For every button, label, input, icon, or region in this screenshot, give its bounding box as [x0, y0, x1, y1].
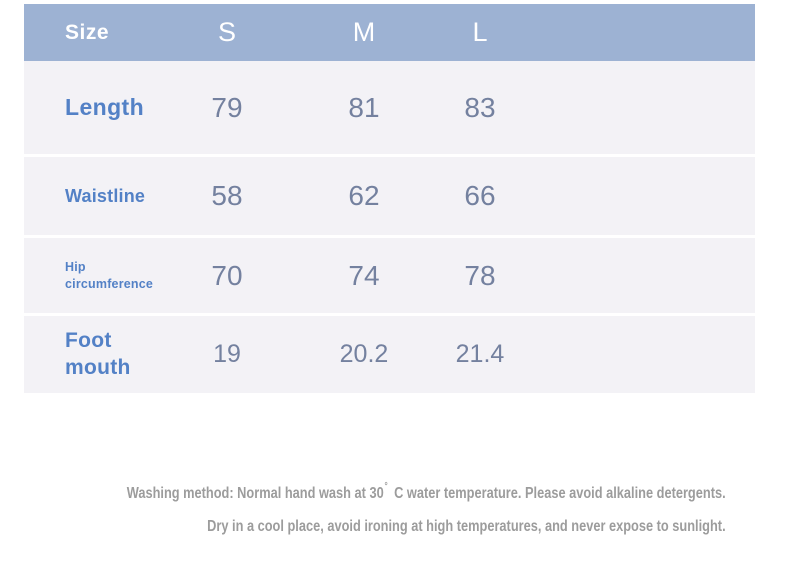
header-col-l: L	[472, 17, 488, 47]
table-row-hip-circumference: Hip circumference 70 74 78	[24, 235, 755, 313]
size-chart-table: Size S M L Length 79 81 83 Waistline 58 …	[24, 4, 755, 393]
row-label-length: Length	[65, 94, 145, 120]
washing-method-line: Washing method: Normal hand wash at 30° C…	[127, 470, 726, 510]
foot-mouth-value-l: 21.4	[455, 340, 505, 368]
row-label-foot-mouth: Foot mouth	[65, 329, 131, 379]
table-header-row: Size S M L	[24, 4, 755, 61]
header-col-s: S	[217, 17, 236, 47]
washing-method-text-prefix: Washing method: Normal hand wash at 30	[127, 485, 385, 502]
length-value-s: 79	[211, 91, 243, 123]
row-label-waistline: Waistline	[65, 185, 146, 206]
table-row-foot-mouth: Foot mouth 19 20.2 21.4	[24, 313, 755, 393]
foot-mouth-value-m: 20.2	[339, 340, 389, 368]
header-col-m: M	[352, 17, 376, 47]
foot-mouth-value-s: 19	[213, 340, 241, 368]
waistline-value-l: 66	[464, 180, 496, 211]
hip-value-m: 74	[348, 259, 380, 291]
table-row-waistline: Waistline 58 62 66	[24, 154, 755, 235]
washing-method-text-suffix: C water temperature. Please avoid alkali…	[394, 485, 726, 502]
hip-value-l: 78	[464, 259, 496, 291]
header-size-label: Size	[65, 20, 110, 44]
waistline-value-s: 58	[211, 180, 243, 211]
length-value-l: 83	[464, 91, 496, 123]
row-label-hip-circumference: Hip circumference	[65, 259, 154, 291]
care-instructions: Washing method: Normal hand wash at 30° C…	[127, 470, 726, 543]
drying-instructions-line: Dry in a cool place, avoid ironing at hi…	[207, 518, 726, 535]
waistline-value-m: 62	[348, 180, 380, 211]
table-row-length: Length 79 81 83	[24, 61, 755, 154]
degree-symbol: °	[384, 481, 389, 492]
length-value-m: 81	[348, 91, 380, 123]
hip-value-s: 70	[211, 259, 243, 291]
